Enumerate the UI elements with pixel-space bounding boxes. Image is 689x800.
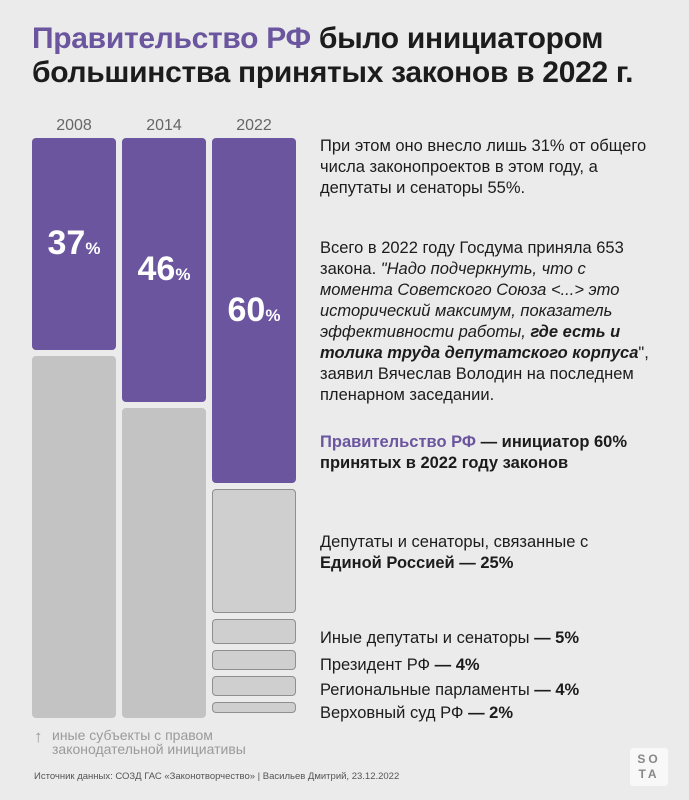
bar-segment-2022-0 xyxy=(212,489,296,614)
quote-bold: где есть и толика труда депутатского кор… xyxy=(320,323,639,362)
other-subjects-note: ↑ иные субъекты с правом законодательной … xyxy=(34,728,294,756)
note-line-2: законодательной инициативы xyxy=(52,741,246,757)
paragraph-quote-outro: , заявил Вячеслав Володин на последнем п… xyxy=(320,344,649,404)
label-other-deputies: Иные депутаты и сенаторы — 5% xyxy=(320,628,660,649)
title-rest: было инициатором большинства принятых за… xyxy=(32,22,634,89)
paragraph-quote-intro: Всего в 2022 году Госдума приняла 653 за… xyxy=(320,239,624,278)
label-other-deputies-text: Иные депутаты и сенаторы xyxy=(320,629,530,647)
label-united-russia-party: Единой Россией xyxy=(320,554,455,572)
year-label-2008: 2008 xyxy=(56,117,92,134)
year-label-2014: 2014 xyxy=(146,117,182,134)
label-president-text: Президент РФ xyxy=(320,656,431,674)
logo-top: SO xyxy=(637,752,661,766)
label-government: Правительство РФ — инициатор 60% приняты… xyxy=(320,432,660,474)
pct-label-2022: 60% xyxy=(214,291,294,330)
bar-government-2022 xyxy=(212,138,296,483)
label-court-text: Верховный суд РФ xyxy=(320,704,464,722)
label-united-russia-value: — 25% xyxy=(454,554,514,572)
quote-part-1: "Надо подчеркнуть, что с момента Советск… xyxy=(320,260,620,341)
label-government-rest: — инициатор 60% принятых в 2022 году зак… xyxy=(320,433,628,472)
label-united-russia-line1: Депутаты и сенаторы, связанные с xyxy=(320,533,589,551)
bar-segment-2022-1 xyxy=(212,619,296,645)
chart-title: Правительство РФ было инициатором больши… xyxy=(32,22,672,90)
label-court: Верховный суд РФ — 2% xyxy=(320,703,660,724)
note-line-1: иные субъекты с правом xyxy=(52,727,213,743)
pct-unit-2022: % xyxy=(265,305,281,325)
bar-segment-2022-4 xyxy=(212,702,296,714)
label-president: Президент РФ — 4% xyxy=(320,655,660,676)
title-highlight: Правительство РФ xyxy=(32,22,311,55)
pct-value-2008: 37 xyxy=(47,223,86,262)
pct-label-2008: 37% xyxy=(34,224,114,263)
pct-value-2022: 60 xyxy=(227,290,266,329)
pct-unit-2014: % xyxy=(175,264,191,284)
label-government-name: Правительство РФ xyxy=(320,433,477,451)
sota-logo: SO TA xyxy=(630,748,668,786)
label-regional: Региональные парламенты — 4% xyxy=(320,680,660,701)
label-other-deputies-value: — 5% xyxy=(529,629,580,647)
paragraph-share: При этом оно внесло лишь 31% от общего ч… xyxy=(320,137,647,197)
year-label-2022: 2022 xyxy=(236,117,272,134)
bar-other-2008 xyxy=(32,355,116,718)
quote-close: " xyxy=(638,344,645,362)
source-credit: Источник данных: СОЗД ГАС «Законотворчес… xyxy=(34,771,400,782)
logo-bottom: TA xyxy=(638,767,660,781)
label-court-value: — 2% xyxy=(463,704,514,722)
pct-unit-2008: % xyxy=(85,238,101,258)
bar-segment-2022-3 xyxy=(212,676,296,697)
pct-value-2014: 46 xyxy=(137,249,176,288)
bar-segment-2022-2 xyxy=(212,650,296,671)
label-regional-value: — 4% xyxy=(529,681,580,699)
bar-government-2008 xyxy=(32,138,116,350)
label-regional-text: Региональные парламенты xyxy=(320,681,530,699)
bar-government-2014 xyxy=(122,138,206,402)
pct-label-2014: 46% xyxy=(124,250,204,289)
paragraph-quote: Всего в 2022 году Госдума приняла 653 за… xyxy=(320,238,660,406)
arrow-up-icon: ↑ xyxy=(34,727,43,746)
label-united-russia: Депутаты и сенаторы, связанные с Единой Р… xyxy=(320,532,660,574)
bar-other-2014 xyxy=(122,407,206,718)
label-president-value: — 4% xyxy=(430,656,480,674)
